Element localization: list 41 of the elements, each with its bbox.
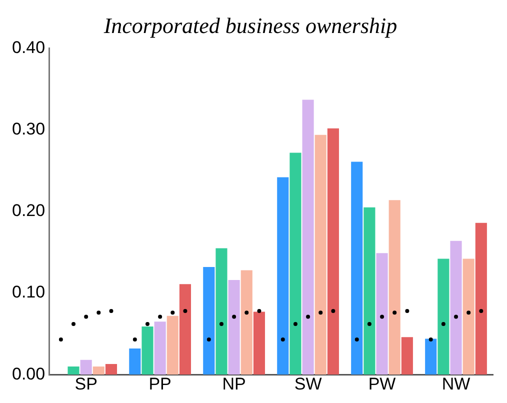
x-tick-label: NP xyxy=(222,374,246,394)
bar xyxy=(425,338,437,375)
bar xyxy=(228,280,240,375)
bar xyxy=(129,348,141,375)
bar xyxy=(179,284,192,375)
y-tick-label: 0.10 xyxy=(12,282,46,302)
bar xyxy=(80,360,92,375)
bar xyxy=(253,312,265,375)
bar xyxy=(314,134,326,375)
bar xyxy=(401,337,413,375)
bar xyxy=(388,200,400,375)
bar xyxy=(450,240,462,375)
bar xyxy=(277,177,289,375)
x-tick-label: NW xyxy=(442,374,470,394)
bar xyxy=(203,266,215,375)
bar xyxy=(364,207,376,375)
bar xyxy=(475,222,487,375)
y-tick-label: 0.40 xyxy=(12,38,46,58)
bar xyxy=(216,248,228,375)
bar xyxy=(166,316,178,375)
bar xyxy=(351,162,363,375)
bar xyxy=(462,258,474,375)
bar xyxy=(68,366,80,375)
chart-title: Incorporated business ownership xyxy=(102,12,398,38)
bar xyxy=(438,258,450,375)
y-tick-label: 0.20 xyxy=(12,201,46,220)
bar xyxy=(154,322,166,375)
bar xyxy=(290,152,302,375)
x-tick-label: SW xyxy=(294,374,322,394)
bar xyxy=(302,100,314,375)
x-tick-label: PP xyxy=(148,374,172,394)
bar xyxy=(92,366,104,375)
bar xyxy=(105,364,118,375)
y-tick-label: 0.00 xyxy=(12,364,46,384)
bar xyxy=(376,253,388,375)
bar xyxy=(327,128,339,375)
bar xyxy=(142,326,154,375)
bar xyxy=(240,270,252,375)
x-tick-label: SP xyxy=(74,374,98,394)
x-tick-label: PW xyxy=(368,374,396,394)
y-tick-label: 0.30 xyxy=(12,120,46,139)
